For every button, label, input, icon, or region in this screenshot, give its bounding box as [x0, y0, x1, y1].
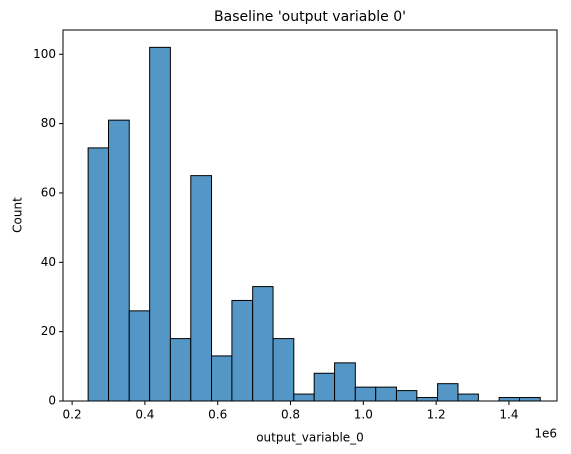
bar	[272, 338, 295, 402]
bar	[498, 397, 521, 402]
bar	[354, 386, 377, 402]
bar	[128, 310, 151, 402]
x-tick-label: 1.4	[499, 408, 518, 422]
x-axis-label: output_variable_0	[256, 431, 364, 445]
bar	[293, 393, 315, 402]
y-tick-label: 0	[48, 394, 56, 408]
x-tick-label: 1.2	[427, 408, 446, 422]
y-tick-label: 100	[33, 47, 56, 61]
y-axis-label: Count	[11, 197, 25, 233]
bar	[313, 372, 336, 402]
bar	[334, 362, 356, 402]
bar	[457, 393, 479, 402]
bar	[108, 119, 130, 402]
chart-title: Baseline 'output variable 0'	[214, 9, 406, 25]
x-offset-label: 1e6	[534, 427, 557, 441]
bar	[231, 299, 254, 402]
bar	[395, 390, 418, 402]
bar	[190, 175, 213, 402]
plot-frame	[62, 29, 558, 402]
y-tick-label: 60	[41, 185, 56, 199]
bar	[211, 355, 233, 402]
bar	[375, 386, 397, 402]
x-tick-label: 0.2	[63, 408, 82, 422]
x-tick-label: 0.4	[135, 408, 154, 422]
bar	[169, 338, 192, 402]
bar	[437, 383, 459, 402]
bar	[252, 286, 274, 402]
x-tick-label: 1.0	[354, 408, 373, 422]
y-tick-label: 80	[41, 116, 56, 130]
bar	[87, 147, 110, 402]
bar	[149, 46, 171, 402]
x-tick-label: 0.8	[281, 408, 300, 422]
bar	[519, 397, 541, 402]
y-tick-label: 20	[41, 324, 56, 338]
bar	[416, 397, 439, 402]
x-tick-label: 0.6	[208, 408, 227, 422]
y-tick-label: 40	[41, 255, 56, 269]
